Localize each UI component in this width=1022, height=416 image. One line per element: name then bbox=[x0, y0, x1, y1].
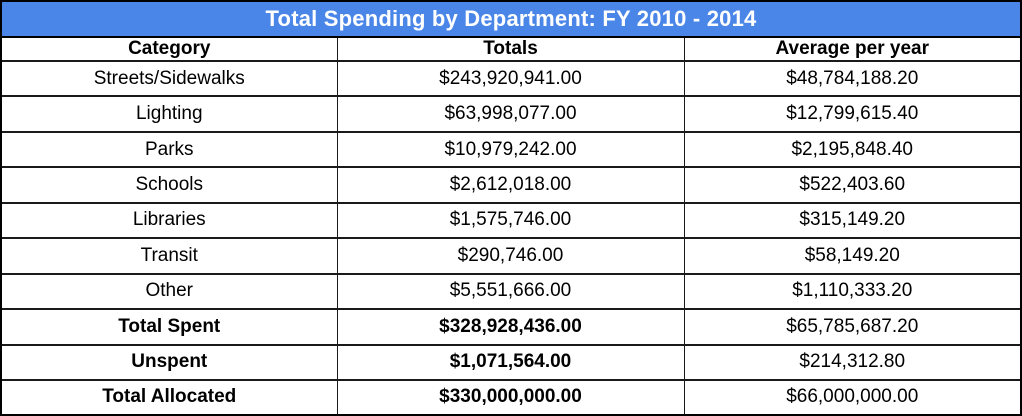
category-cell: Total Spent bbox=[2, 309, 338, 346]
category-cell: Transit bbox=[2, 238, 338, 275]
table-title: Total Spending by Department: FY 2010 - … bbox=[265, 6, 757, 31]
column-header-average: Average per year bbox=[683, 38, 1020, 62]
average-cell: $2,195,848.40 bbox=[683, 131, 1020, 169]
category-cell: Other bbox=[2, 273, 338, 311]
average-cell: $58,149.20 bbox=[683, 238, 1020, 275]
table-row-schools: Schools $2,612,018.00 $522,403.60 bbox=[2, 167, 1020, 204]
average-cell: $12,799,615.40 bbox=[683, 96, 1020, 133]
total-cell: $290,746.00 bbox=[336, 238, 685, 275]
category-cell: Schools bbox=[2, 167, 338, 204]
total-cell: $10,979,242.00 bbox=[336, 131, 685, 169]
table-row-streets-sidewalks: Streets/Sidewalks $243,920,941.00 $48,78… bbox=[2, 61, 1020, 98]
category-cell: Lighting bbox=[2, 96, 338, 133]
average-cell: $65,785,687.20 bbox=[683, 309, 1020, 346]
average-cell: $48,784,188.20 bbox=[683, 61, 1020, 98]
average-cell: $1,110,333.20 bbox=[683, 273, 1020, 311]
average-cell: $214,312.80 bbox=[683, 344, 1020, 381]
total-cell: $5,551,666.00 bbox=[336, 273, 685, 311]
table-row-libraries: Libraries $1,575,746.00 $315,149.20 bbox=[2, 202, 1020, 240]
column-header-totals: Totals bbox=[336, 38, 685, 62]
table-title-banner: Total Spending by Department: FY 2010 - … bbox=[2, 2, 1020, 38]
total-cell: $328,928,436.00 bbox=[336, 309, 685, 346]
table-row-other: Other $5,551,666.00 $1,110,333.20 bbox=[2, 273, 1020, 311]
category-cell: Parks bbox=[2, 131, 338, 169]
category-cell: Unspent bbox=[2, 344, 338, 381]
table-row-transit: Transit $290,746.00 $58,149.20 bbox=[2, 238, 1020, 275]
total-cell: $63,998,077.00 bbox=[336, 96, 685, 133]
total-cell: $243,920,941.00 bbox=[336, 61, 685, 98]
table-row-total-spent: Total Spent $328,928,436.00 $65,785,687.… bbox=[2, 309, 1020, 346]
category-cell: Total Allocated bbox=[2, 379, 338, 414]
header-row: Category Totals Average per year bbox=[2, 38, 1020, 62]
spending-table: Category Totals Average per year Streets… bbox=[2, 38, 1020, 414]
total-cell: $1,071,564.00 bbox=[336, 344, 685, 381]
total-cell: $2,612,018.00 bbox=[336, 167, 685, 204]
column-header-category: Category bbox=[2, 38, 338, 62]
table-row-parks: Parks $10,979,242.00 $2,195,848.40 bbox=[2, 131, 1020, 169]
category-cell: Libraries bbox=[2, 202, 338, 240]
category-cell: Streets/Sidewalks bbox=[2, 61, 338, 98]
total-cell: $330,000,000.00 bbox=[336, 379, 685, 414]
table-row-unspent: Unspent $1,071,564.00 $214,312.80 bbox=[2, 344, 1020, 381]
average-cell: $315,149.20 bbox=[683, 202, 1020, 240]
table-row-lighting: Lighting $63,998,077.00 $12,799,615.40 bbox=[2, 96, 1020, 133]
table-row-total-allocated: Total Allocated $330,000,000.00 $66,000,… bbox=[2, 379, 1020, 414]
average-cell: $522,403.60 bbox=[683, 167, 1020, 204]
average-cell: $66,000,000.00 bbox=[683, 379, 1020, 414]
total-cell: $1,575,746.00 bbox=[336, 202, 685, 240]
